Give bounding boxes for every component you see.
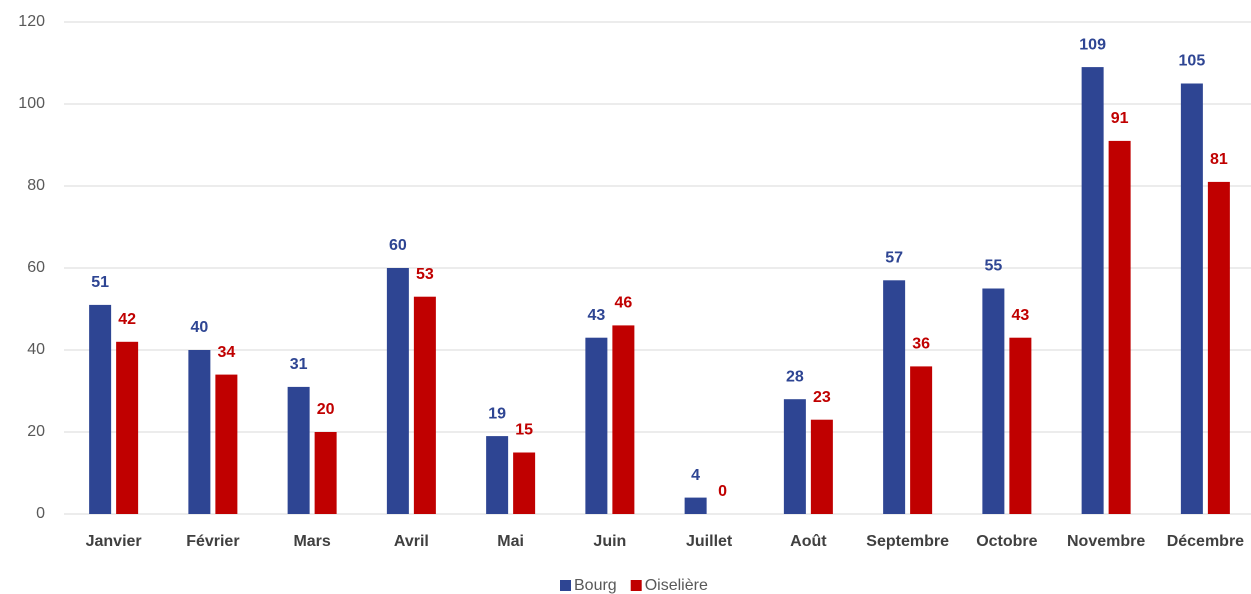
legend-label: Oiselière: [645, 577, 708, 594]
legend-swatch: [560, 580, 571, 591]
bar: [810, 419, 833, 514]
bar: [1180, 83, 1203, 514]
x-tick-label: Septembre: [866, 533, 949, 550]
bar: [513, 452, 536, 514]
bar: [1108, 140, 1131, 514]
bar: [910, 366, 933, 514]
value-label: 36: [912, 336, 930, 353]
value-label: 28: [786, 368, 804, 385]
bar: [883, 280, 906, 514]
value-label: 60: [389, 237, 407, 254]
value-label: 34: [217, 344, 235, 361]
legend-swatch: [630, 580, 642, 591]
value-label: 51: [91, 274, 109, 291]
value-label: 15: [515, 422, 533, 439]
value-label: 55: [984, 258, 1002, 275]
bar: [215, 374, 238, 514]
y-tick-label: 80: [27, 177, 45, 194]
value-label: 46: [614, 295, 632, 312]
y-tick-label: 0: [36, 505, 45, 522]
bar: [684, 497, 707, 514]
bar: [116, 341, 139, 514]
value-label: 43: [587, 307, 605, 324]
bar: [287, 386, 310, 514]
x-tick-label: Octobre: [976, 533, 1037, 550]
value-label: 40: [190, 319, 208, 336]
value-label: 53: [416, 266, 434, 283]
bar: [1009, 337, 1032, 514]
x-tick-label: Juin: [593, 533, 626, 550]
bar: [486, 436, 509, 514]
bar: [314, 432, 337, 514]
y-tick-label: 20: [27, 423, 45, 440]
value-label: 31: [290, 356, 308, 373]
value-label: 0: [718, 483, 727, 500]
value-label: 19: [488, 405, 506, 422]
bar: [783, 399, 806, 514]
y-tick-label: 40: [27, 341, 45, 358]
value-label: 42: [118, 311, 136, 328]
y-tick-label: 120: [18, 13, 45, 30]
bar: [612, 325, 635, 514]
bar: [1207, 181, 1230, 514]
bar: [1081, 67, 1104, 514]
value-label: 109: [1079, 36, 1106, 53]
bar: [188, 350, 211, 514]
value-label: 23: [813, 389, 831, 406]
bar: [89, 304, 112, 514]
value-label: 91: [1111, 110, 1129, 127]
y-tick-label: 60: [27, 259, 45, 276]
value-label: 43: [1011, 307, 1029, 324]
x-tick-label: Juillet: [686, 533, 733, 550]
x-tick-label: Mai: [497, 533, 524, 550]
value-label: 4: [691, 467, 700, 484]
value-label: 57: [885, 250, 903, 267]
bar: [386, 268, 409, 514]
x-tick-label: Mars: [293, 533, 330, 550]
x-tick-label: Février: [186, 533, 239, 550]
x-tick-label: Janvier: [86, 533, 142, 550]
legend-label: Bourg: [574, 577, 617, 594]
bar: [585, 337, 608, 514]
x-tick-label: Novembre: [1067, 533, 1145, 550]
x-tick-label: Août: [790, 533, 827, 550]
y-tick-label: 100: [18, 95, 45, 112]
bar: [982, 288, 1005, 514]
value-label: 105: [1179, 53, 1206, 70]
bar: [413, 296, 436, 514]
x-tick-label: Avril: [394, 533, 429, 550]
x-tick-label: Décembre: [1167, 533, 1244, 550]
value-label: 20: [317, 401, 335, 418]
value-label: 81: [1210, 151, 1228, 168]
